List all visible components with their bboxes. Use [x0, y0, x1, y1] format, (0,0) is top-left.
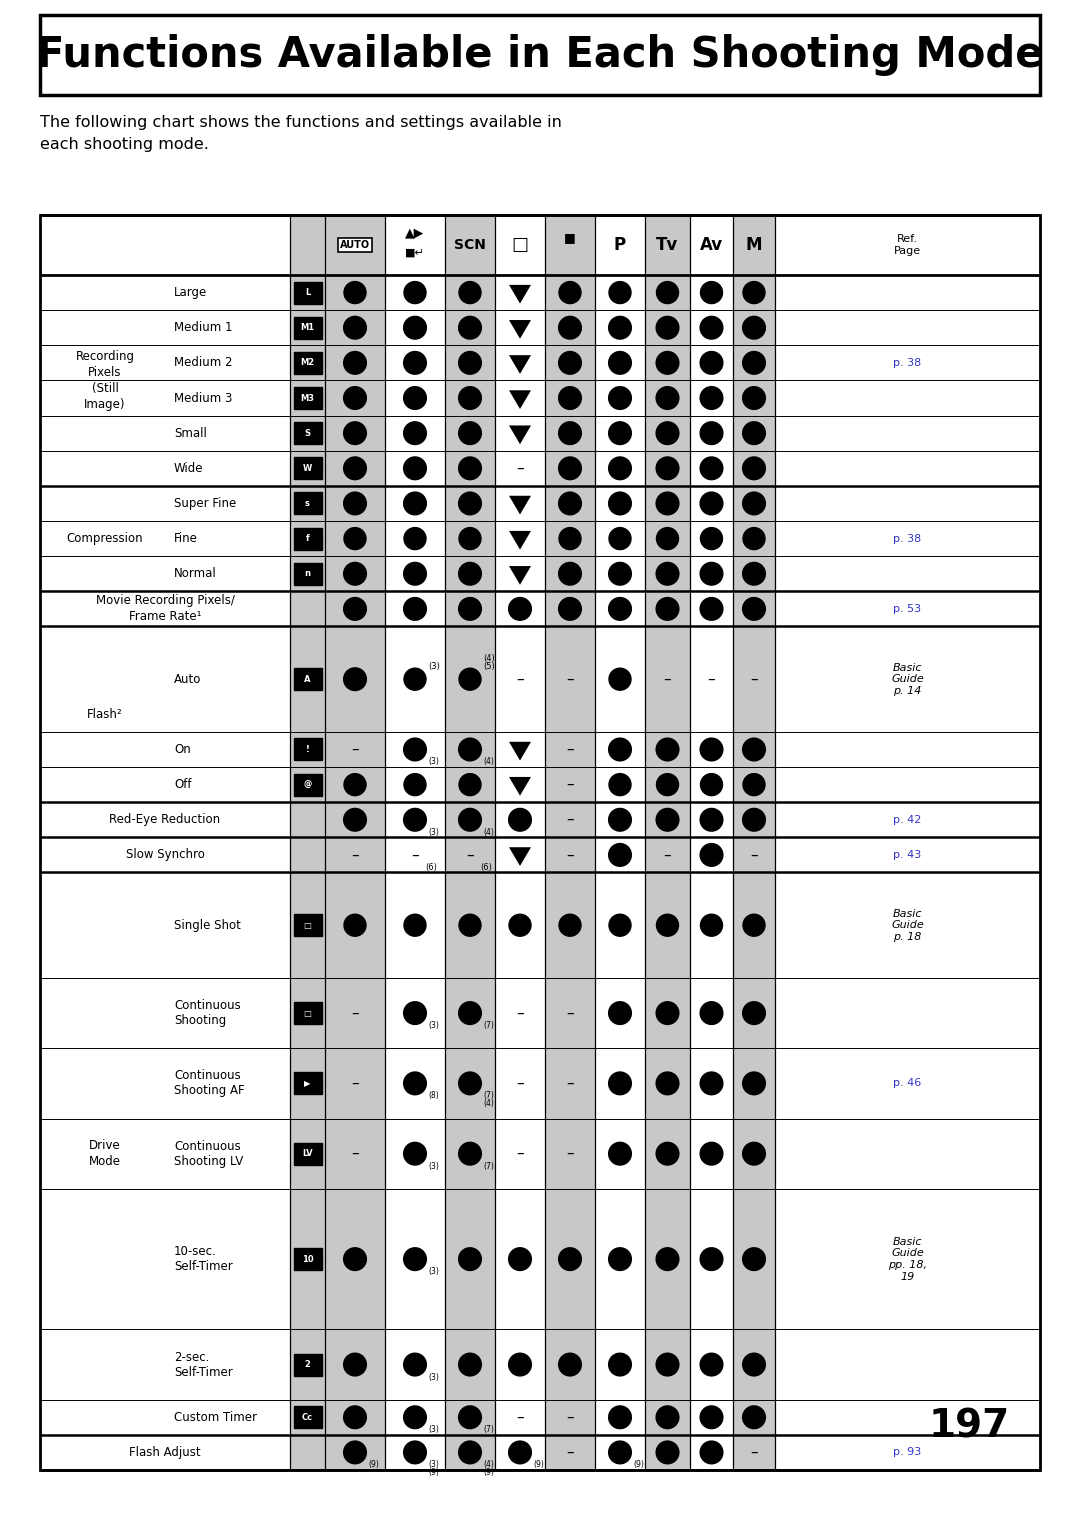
Circle shape — [404, 774, 426, 795]
Text: p. 38: p. 38 — [893, 357, 921, 368]
Circle shape — [743, 1354, 765, 1375]
Circle shape — [743, 316, 765, 339]
Text: p. 53: p. 53 — [893, 604, 921, 614]
Circle shape — [404, 1072, 426, 1095]
Text: L: L — [305, 287, 310, 297]
Text: –: – — [351, 1005, 359, 1021]
Circle shape — [345, 423, 366, 444]
Text: Auto: Auto — [174, 672, 201, 686]
Circle shape — [701, 844, 723, 865]
Circle shape — [404, 563, 426, 584]
Circle shape — [509, 1442, 531, 1463]
Circle shape — [404, 1002, 426, 1024]
Circle shape — [404, 1442, 426, 1463]
Circle shape — [701, 914, 723, 937]
Circle shape — [609, 774, 631, 795]
Text: □: □ — [303, 920, 311, 929]
Circle shape — [459, 458, 481, 479]
FancyBboxPatch shape — [294, 1249, 322, 1270]
Text: –: – — [751, 672, 758, 686]
Circle shape — [743, 1407, 765, 1428]
Text: Continuous
Shooting AF: Continuous Shooting AF — [174, 1069, 245, 1097]
Circle shape — [459, 563, 481, 584]
Circle shape — [404, 458, 426, 479]
Circle shape — [609, 809, 631, 830]
Circle shape — [609, 563, 631, 584]
Text: Small: Small — [174, 427, 207, 440]
Circle shape — [459, 598, 481, 621]
Text: 10-sec.
Self-Timer: 10-sec. Self-Timer — [174, 1246, 233, 1273]
Text: Cc: Cc — [302, 1413, 313, 1422]
Circle shape — [559, 1354, 581, 1375]
Text: p. 46: p. 46 — [893, 1078, 921, 1089]
Polygon shape — [509, 284, 531, 304]
Text: p. 38: p. 38 — [893, 534, 921, 543]
Circle shape — [657, 914, 678, 937]
Text: –: – — [566, 742, 573, 757]
Text: Ref.
Page: Ref. Page — [894, 234, 921, 256]
Text: –: – — [566, 1445, 573, 1460]
Circle shape — [701, 563, 723, 584]
Text: Flash²: Flash² — [87, 707, 123, 721]
Text: W: W — [302, 464, 312, 473]
Circle shape — [345, 668, 366, 691]
Text: (9): (9) — [633, 1460, 644, 1469]
Circle shape — [743, 281, 765, 304]
Circle shape — [701, 281, 723, 304]
Text: (8): (8) — [428, 1092, 438, 1100]
Circle shape — [701, 528, 723, 549]
Circle shape — [701, 351, 723, 374]
Circle shape — [459, 1002, 481, 1024]
Text: Drive
Mode: Drive Mode — [89, 1139, 121, 1168]
Text: M2: M2 — [300, 359, 314, 368]
Circle shape — [701, 1142, 723, 1165]
Text: –: – — [411, 847, 419, 862]
Text: Red-Eye Reduction: Red-Eye Reduction — [109, 814, 220, 826]
Bar — [545, 214, 595, 1469]
Circle shape — [404, 1142, 426, 1165]
Text: (3): (3) — [428, 662, 440, 671]
Circle shape — [701, 1354, 723, 1375]
Circle shape — [657, 1407, 678, 1428]
Circle shape — [459, 386, 481, 409]
Circle shape — [459, 1072, 481, 1095]
Circle shape — [743, 351, 765, 374]
Circle shape — [609, 351, 631, 374]
Circle shape — [743, 809, 765, 830]
Text: ■
⁠: ■ ⁠ — [564, 231, 576, 259]
Circle shape — [657, 316, 678, 339]
FancyBboxPatch shape — [294, 1002, 322, 1024]
Circle shape — [657, 1249, 678, 1270]
Text: –: – — [566, 1075, 573, 1091]
Circle shape — [657, 458, 678, 479]
Polygon shape — [509, 319, 531, 339]
Circle shape — [459, 1249, 481, 1270]
Text: Large: Large — [174, 286, 207, 300]
Bar — [645, 214, 690, 1469]
FancyBboxPatch shape — [294, 739, 322, 760]
Circle shape — [609, 1407, 631, 1428]
Circle shape — [701, 386, 723, 409]
Text: (4)
(5): (4) (5) — [483, 654, 495, 671]
Text: –: – — [664, 672, 672, 686]
Circle shape — [459, 351, 481, 374]
Text: –: – — [566, 1005, 573, 1021]
Text: Functions Available in Each Shooting Mode: Functions Available in Each Shooting Mod… — [37, 33, 1043, 76]
Circle shape — [701, 458, 723, 479]
Text: Slow Synchro: Slow Synchro — [125, 849, 204, 861]
Circle shape — [345, 493, 366, 514]
Circle shape — [743, 1002, 765, 1024]
Text: Basic
Guide
p. 18: Basic Guide p. 18 — [891, 908, 923, 941]
FancyBboxPatch shape — [294, 1072, 322, 1095]
Polygon shape — [509, 391, 531, 409]
Text: –: – — [566, 672, 573, 686]
Text: (6): (6) — [480, 862, 491, 872]
Circle shape — [559, 281, 581, 304]
Circle shape — [459, 1354, 481, 1375]
Circle shape — [701, 1249, 723, 1270]
Text: (4)
(9): (4) (9) — [483, 1460, 494, 1477]
FancyBboxPatch shape — [294, 281, 322, 304]
Text: Custom Timer: Custom Timer — [174, 1411, 257, 1424]
Circle shape — [509, 598, 531, 621]
Text: LV: LV — [302, 1150, 313, 1157]
